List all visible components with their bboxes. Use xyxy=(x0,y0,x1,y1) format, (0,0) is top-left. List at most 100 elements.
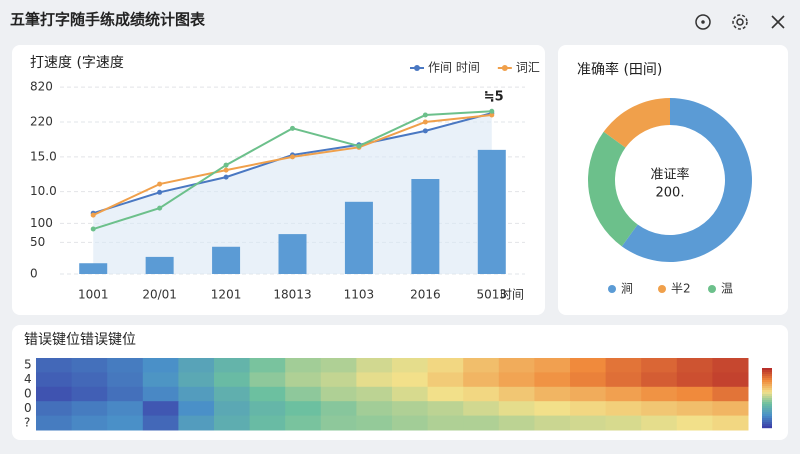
heat-cell xyxy=(570,372,607,388)
heat-cell xyxy=(676,401,713,417)
heat-cell xyxy=(214,358,251,373)
center-value: 200. xyxy=(656,186,685,201)
heat-cell xyxy=(107,358,144,373)
heat-cell xyxy=(285,415,322,431)
y-tick-label: 10.0 xyxy=(30,184,57,198)
info-icon[interactable] xyxy=(695,14,711,30)
heat-cell xyxy=(534,358,571,373)
heat-cell xyxy=(463,401,500,417)
y-tick-label: 0 xyxy=(30,267,38,281)
bar xyxy=(344,201,373,274)
bar xyxy=(212,246,241,274)
colorbar xyxy=(762,398,772,401)
heat-cell xyxy=(605,401,642,417)
heat-cell xyxy=(427,386,464,402)
heat-cell xyxy=(605,386,642,402)
row-label: 4 xyxy=(24,372,32,386)
point xyxy=(290,125,295,131)
heat-cell xyxy=(249,386,286,402)
x-tick-label: 2016 xyxy=(410,288,441,302)
point xyxy=(422,128,428,134)
legend-swatch xyxy=(658,285,666,293)
colorbar xyxy=(762,374,772,377)
heat-cell xyxy=(36,358,73,373)
point xyxy=(489,108,495,114)
heat-cell xyxy=(214,401,251,417)
heat-cell xyxy=(107,401,144,417)
heat-cell xyxy=(107,415,144,431)
x-tick-label: 18013 xyxy=(273,288,311,302)
y-tick-label: 15.0 xyxy=(30,149,57,163)
point xyxy=(223,174,229,180)
bar xyxy=(278,234,307,274)
close-icon[interactable] xyxy=(771,15,785,29)
point xyxy=(90,212,96,218)
colorbar xyxy=(762,412,772,415)
heat-cell xyxy=(356,372,393,388)
colorbar xyxy=(762,416,772,419)
heat-cell xyxy=(605,415,642,431)
legend-label: 作间 时间 xyxy=(428,61,480,75)
heat-cell xyxy=(71,415,108,431)
heat-cell xyxy=(178,358,215,373)
colorbar xyxy=(762,420,772,423)
legend-label: 词汇 xyxy=(516,61,540,75)
heat-cell xyxy=(285,358,322,373)
legend-label: 涧 xyxy=(621,282,633,296)
y-tick-label: 220 xyxy=(30,115,53,129)
heat-cell xyxy=(142,401,179,417)
colorbar xyxy=(762,376,772,379)
colorbar xyxy=(762,424,772,427)
heat-cell xyxy=(534,386,571,402)
colorbar xyxy=(762,390,772,393)
bar xyxy=(477,149,506,274)
point xyxy=(157,189,163,195)
heat-cell xyxy=(107,386,144,402)
heat-cell xyxy=(641,372,678,388)
point xyxy=(356,143,362,149)
settings-icon[interactable] xyxy=(732,14,748,30)
heat-cell xyxy=(712,358,749,373)
colorbar xyxy=(762,402,772,405)
heat-cell xyxy=(142,386,179,402)
colorbar xyxy=(762,410,772,413)
heat-cell xyxy=(71,401,108,417)
point xyxy=(223,167,229,173)
heat-cell xyxy=(142,358,179,373)
bar xyxy=(145,256,174,274)
heat-cell xyxy=(641,415,678,431)
heat-cell xyxy=(36,372,73,388)
heat-cell xyxy=(427,401,464,417)
heat-cell xyxy=(214,415,251,431)
row-label: 5 xyxy=(24,358,32,372)
heat-cell xyxy=(356,415,393,431)
heat-cell xyxy=(712,415,749,431)
heat-cell xyxy=(392,401,429,417)
heat-cell xyxy=(570,401,607,417)
colorbar xyxy=(762,394,772,397)
colorbar xyxy=(762,368,772,371)
heat-cell xyxy=(392,386,429,402)
heat-cell xyxy=(570,415,607,431)
heat-cell xyxy=(320,415,357,431)
legend-label: 半2 xyxy=(671,282,691,296)
colorbar xyxy=(762,414,772,417)
heat-cell xyxy=(463,415,500,431)
colorbar xyxy=(762,380,772,383)
point xyxy=(90,226,96,232)
heat-cell xyxy=(676,415,713,431)
heat-cell xyxy=(320,386,357,402)
point xyxy=(157,205,163,211)
row-label: 0 xyxy=(24,387,32,401)
heat-cell xyxy=(36,415,73,431)
heat-cell xyxy=(534,372,571,388)
heat-cell xyxy=(498,372,535,388)
heat-cell xyxy=(392,358,429,373)
colorbar xyxy=(762,406,772,409)
colorbar xyxy=(762,418,772,421)
colorbar xyxy=(762,396,772,399)
legend-swatch xyxy=(608,285,616,293)
x-tick-label: 1103 xyxy=(344,288,375,302)
area-fill xyxy=(93,113,492,274)
heat-cell xyxy=(427,372,464,388)
